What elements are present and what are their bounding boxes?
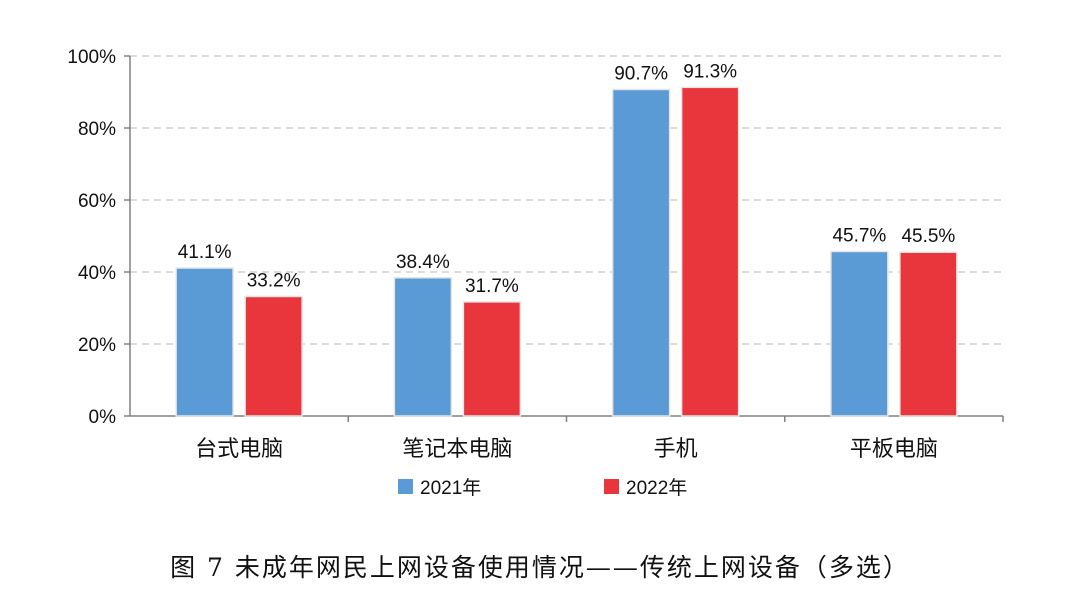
figure-caption: 图 7 未成年网民上网设备使用情况——传统上网设备（多选） [170, 553, 910, 582]
bar [830, 250, 889, 417]
bar [244, 295, 303, 417]
x-tick-label: 笔记本电脑 [402, 436, 512, 461]
bar [393, 277, 453, 417]
legend-swatch [604, 479, 619, 494]
data-label: 41.1% [178, 242, 232, 263]
data-label: 45.7% [832, 225, 886, 246]
y-tick-label: 100% [67, 47, 116, 68]
bar [680, 86, 740, 417]
data-label: 31.7% [465, 276, 519, 297]
bar-chart: 0% 20% 40% 60% 80% 100% 台式电脑 41.1% 33.2% 笔记本电脑 38.… [67, 47, 1004, 499]
bar [175, 267, 234, 417]
data-label: 33.2% [247, 270, 301, 291]
legend-label: 2022年 [626, 477, 687, 499]
x-tick-label: 台式电脑 [195, 436, 283, 461]
x-tick-label: 手机 [654, 436, 698, 461]
data-label: 91.3% [683, 61, 737, 82]
bar [611, 88, 671, 417]
data-label: 45.5% [901, 226, 955, 247]
y-tick-label: 0% [89, 407, 117, 428]
data-label: 38.4% [396, 252, 450, 273]
data-label: 90.7% [614, 63, 668, 84]
bar [899, 251, 958, 417]
y-tick-label: 80% [78, 119, 116, 140]
legend-swatch [398, 479, 413, 494]
legend-label: 2021年 [420, 477, 481, 499]
y-tick-label: 20% [78, 335, 116, 356]
y-tick-label: 40% [78, 263, 116, 284]
bar [462, 301, 522, 417]
x-tick-label: 平板电脑 [850, 436, 938, 461]
y-tick-label: 60% [78, 191, 116, 212]
